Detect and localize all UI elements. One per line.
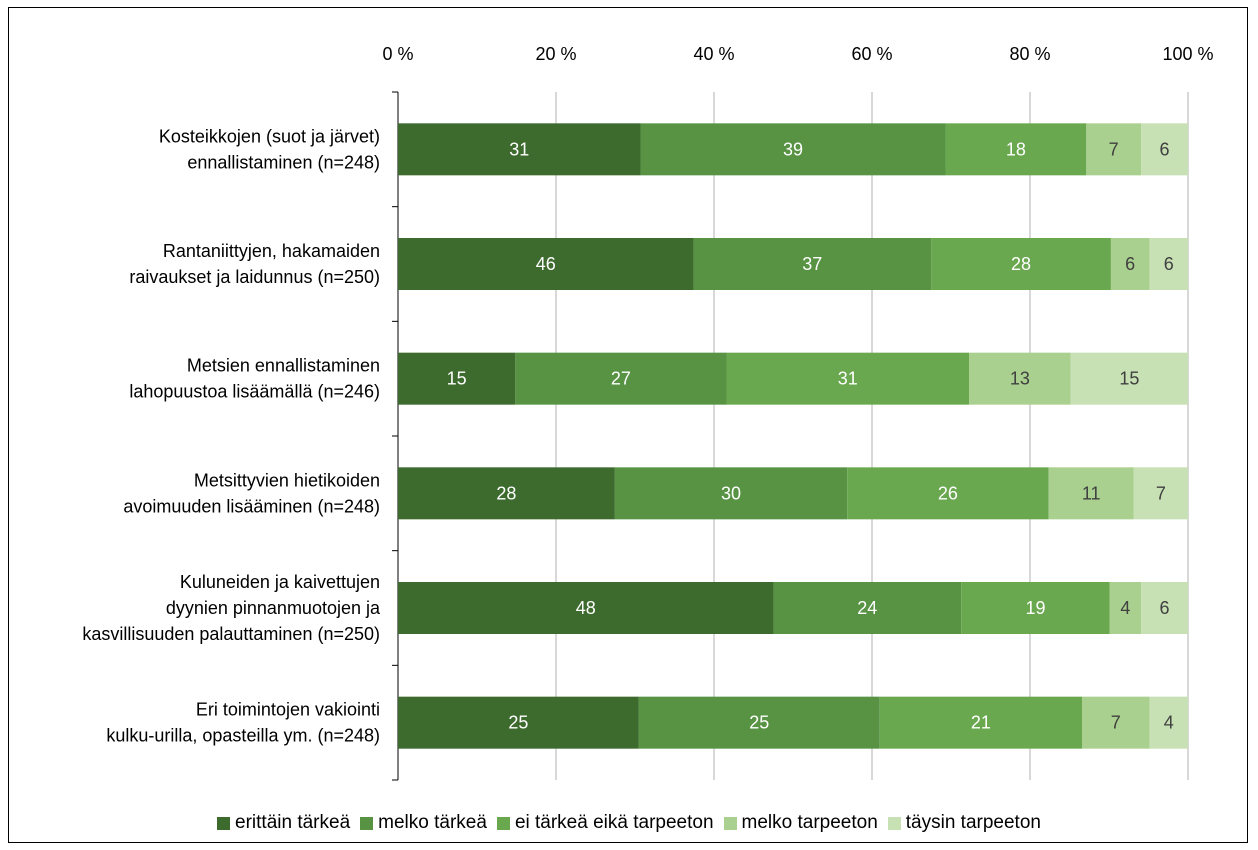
bar-segment	[961, 582, 1110, 634]
data-label: 18	[1006, 139, 1026, 159]
legend-label: ei tärkeä eikä tarpeeton	[514, 812, 714, 833]
data-label: 13	[1010, 369, 1030, 389]
bar-segment	[515, 352, 727, 405]
category-label: Rantaniittyjen, hakamaiden	[163, 241, 380, 261]
data-label: 25	[749, 713, 769, 733]
legend-label: erittäin tärkeä	[235, 812, 351, 833]
category-label: Kuluneiden ja kaivettujen	[180, 572, 380, 592]
legend-label: melko tärkeä	[378, 812, 487, 833]
bar-segment	[640, 123, 946, 176]
data-label: 6	[1125, 254, 1135, 274]
legend-label: täysin tarpeeton	[905, 812, 1041, 833]
data-label: 7	[1109, 139, 1119, 159]
legend-swatch	[723, 816, 737, 830]
data-label: 27	[611, 369, 631, 389]
legend-item: täysin tarpeeton	[887, 812, 1041, 834]
category-label: avoimuuden lisääminen (n=248)	[123, 496, 380, 516]
legend-swatch	[496, 816, 510, 830]
data-label: 31	[838, 369, 858, 389]
bar-segment	[1082, 696, 1150, 749]
category-label: Kosteikkojen (suot ja järvet)	[159, 126, 380, 146]
data-label: 39	[783, 139, 803, 159]
legend-item: ei tärkeä eikä tarpeeton	[496, 812, 714, 834]
category-label: kasvillisuuden palauttaminen (n=250)	[82, 624, 380, 644]
category-label: lahopuustoa lisäämällä (n=246)	[129, 382, 380, 402]
data-label: 46	[536, 254, 556, 274]
bar-segment	[945, 123, 1087, 176]
bar-segment	[398, 123, 641, 176]
data-label: 4	[1120, 598, 1130, 618]
bar-segment	[1141, 582, 1188, 634]
x-tick-label: 0 %	[382, 44, 413, 64]
legend-swatch	[217, 816, 231, 830]
legend-label: melko tarpeeton	[741, 812, 878, 833]
data-label: 4	[1164, 713, 1174, 733]
x-tick-label: 80 %	[1009, 44, 1050, 64]
bar-segment	[931, 238, 1111, 290]
data-label: 37	[802, 254, 822, 274]
bar-segment	[614, 467, 848, 520]
data-label: 19	[1025, 598, 1045, 618]
x-tick-label: 60 %	[851, 44, 892, 64]
data-label: 7	[1111, 713, 1121, 733]
data-label: 15	[1119, 369, 1139, 389]
data-label: 21	[971, 713, 991, 733]
data-label: 28	[1011, 254, 1031, 274]
category-label: kulku-urilla, opasteilla ym. (n=248)	[106, 726, 380, 746]
category-label: Eri toimintojen vakiointi	[196, 700, 380, 720]
data-label: 6	[1164, 254, 1174, 274]
legend-swatch	[360, 816, 374, 830]
data-label: 26	[938, 483, 958, 503]
bar-segment	[1141, 123, 1188, 176]
category-label: dyynien pinnanmuotojen ja	[166, 598, 381, 618]
data-label: 48	[576, 598, 596, 618]
data-label: 31	[509, 139, 529, 159]
bar-segment	[1070, 352, 1188, 405]
data-label: 11	[1082, 483, 1101, 503]
bar-segment	[726, 352, 969, 405]
legend-swatch	[887, 816, 901, 830]
bar-segment	[398, 696, 639, 749]
bar-segment	[638, 696, 880, 749]
x-tick-label: 100 %	[1162, 44, 1213, 64]
x-tick-label: 20 %	[535, 44, 576, 64]
legend-item: melko tärkeä	[360, 812, 487, 834]
category-label: ennallistaminen (n=248)	[187, 152, 380, 172]
bar-segment	[1110, 238, 1150, 290]
data-label: 7	[1156, 483, 1166, 503]
bar-segment	[773, 582, 962, 634]
bar-segment	[879, 696, 1083, 749]
bar-segment	[398, 352, 516, 405]
legend: erittäin tärkeä melko tärkeä ei tärkeä eik…	[0, 812, 1258, 834]
bar-segment	[847, 467, 1049, 520]
bar-segment	[1086, 123, 1142, 176]
bar-segment	[1149, 238, 1188, 290]
bar-segment	[693, 238, 932, 290]
data-label: 28	[496, 483, 516, 503]
category-label: Metsittyvien hietikoiden	[194, 470, 380, 490]
data-label: 25	[508, 713, 528, 733]
bar-segment	[1149, 696, 1188, 749]
data-label: 6	[1160, 598, 1170, 618]
stacked-bar-chart: 0 % 20 % 40 % 60 % 80 % 100 % 31 39 18 7 6 Kosteikk…	[82, 44, 1214, 781]
legend-item: melko tarpeeton	[723, 812, 878, 834]
bar-segment	[398, 467, 615, 520]
x-tick-label: 40 %	[693, 44, 734, 64]
bar-segment	[968, 352, 1071, 405]
data-label: 6	[1160, 139, 1170, 159]
data-label: 24	[857, 598, 877, 618]
category-label: Metsien ennallistaminen	[187, 356, 380, 376]
bar-segment	[398, 582, 774, 634]
bar-segment	[1133, 467, 1188, 520]
category-label: raivaukset ja laidunnus (n=250)	[129, 267, 380, 287]
data-label: 30	[721, 483, 741, 503]
bar-segment	[1109, 582, 1142, 634]
legend-item: erittäin tärkeä	[217, 812, 350, 834]
bar-segment	[1048, 467, 1134, 520]
bar-segment	[398, 238, 694, 290]
data-label: 15	[447, 369, 467, 389]
